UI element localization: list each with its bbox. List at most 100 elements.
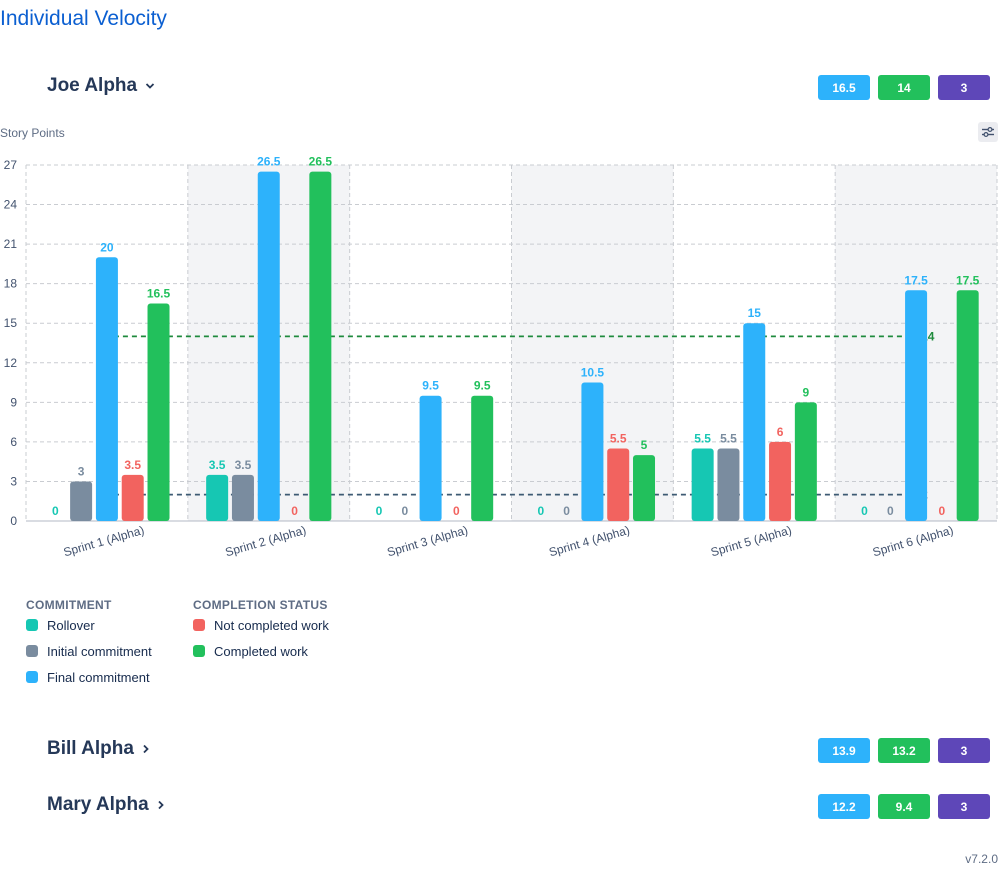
data-label: 0	[401, 504, 408, 518]
person-name: Bill Alpha	[47, 738, 134, 759]
person-toggle-bill[interactable]: Bill Alpha	[47, 738, 150, 760]
x-tick-label: Sprint 1 (Alpha)	[62, 523, 146, 559]
legend-swatch	[26, 619, 38, 631]
y-tick-label: 27	[4, 158, 18, 172]
chevron-right-icon	[143, 744, 149, 754]
bar	[206, 474, 229, 521]
bar	[743, 323, 766, 521]
person-row-mary: Mary Alpha 12.2 9.4 3	[0, 794, 998, 824]
x-tick-label: Sprint 4 (Alpha)	[547, 523, 631, 559]
data-label: 0	[453, 504, 460, 518]
person-name: Mary Alpha	[47, 794, 149, 815]
data-label: 20	[100, 240, 114, 254]
data-label: 0	[939, 504, 946, 518]
legend-item-completed-work[interactable]: Completed work	[193, 638, 329, 664]
legend-label: Final commitment	[47, 669, 150, 685]
y-tick-label: 21	[4, 237, 18, 251]
badge-average-completed: 14	[878, 75, 930, 100]
bar	[769, 441, 792, 521]
y-tick-label: 3	[10, 474, 17, 488]
badge-average-commitment: 16.5	[818, 75, 870, 100]
legend-label: Initial commitment	[47, 643, 152, 659]
data-label: 5.5	[720, 431, 737, 445]
data-label: 0	[887, 504, 894, 518]
y-tick-label: 18	[4, 277, 18, 291]
data-label: 9	[803, 385, 810, 399]
legend-swatch	[26, 671, 38, 683]
legend-item-final-commitment[interactable]: Final commitment	[26, 664, 152, 690]
y-tick-label: 24	[4, 198, 18, 212]
data-label: 0	[52, 504, 59, 518]
y-tick-label: 9	[10, 395, 17, 409]
page-title: Individual Velocity	[0, 7, 167, 30]
data-label: 3	[78, 464, 85, 478]
data-label: 3.5	[235, 458, 252, 472]
data-label: 16.5	[147, 286, 171, 300]
legend-item-rollover[interactable]: Rollover	[26, 612, 152, 638]
legend-label: Completed work	[214, 643, 308, 659]
chart-settings-button[interactable]	[978, 122, 998, 142]
badge-average-commitment: 13.9	[818, 738, 870, 763]
bar	[309, 171, 332, 521]
legend-completion-status: COMPLETION STATUS Not completed work Com…	[193, 598, 329, 664]
chevron-right-icon	[158, 800, 164, 810]
y-tick-label: 12	[4, 356, 18, 370]
y-tick-label: 15	[4, 316, 18, 330]
data-label: 17.5	[904, 273, 928, 287]
app-version: v7.2.0	[965, 852, 998, 866]
legend-item-initial-commitment[interactable]: Initial commitment	[26, 638, 152, 664]
bar	[70, 481, 93, 521]
legend-label: Rollover	[47, 617, 95, 633]
y-tick-label: 0	[10, 514, 17, 528]
legend-swatch	[26, 645, 38, 657]
bar	[121, 474, 144, 521]
data-label: 0	[563, 504, 570, 518]
person-name: Joe Alpha	[47, 75, 138, 96]
person-toggle-mary[interactable]: Mary Alpha	[47, 794, 165, 816]
badge-average-completed: 9.4	[878, 794, 930, 819]
data-label: 0	[291, 504, 298, 518]
bar	[607, 448, 630, 521]
bar	[471, 395, 494, 521]
data-label: 3.5	[124, 458, 141, 472]
bar	[905, 290, 928, 521]
data-label: 0	[376, 504, 383, 518]
data-label: 26.5	[257, 155, 281, 169]
badge-sprint-count: 3	[938, 738, 990, 763]
bar	[691, 448, 714, 521]
bar	[956, 290, 979, 521]
y-tick-label: 6	[10, 435, 17, 449]
data-label: 17.5	[956, 273, 980, 287]
legend-title: COMMITMENT	[26, 598, 112, 612]
legend-item-not-completed-work[interactable]: Not completed work	[193, 612, 329, 638]
bar	[95, 257, 118, 521]
legend-commitment: COMMITMENT Rollover Initial commitment F…	[26, 598, 152, 690]
badge-sprint-count: 3	[938, 794, 990, 819]
data-label: 26.5	[309, 155, 333, 169]
data-label: 10.5	[581, 366, 605, 380]
legend-title: COMPLETION STATUS	[193, 598, 328, 612]
badge-average-completed: 13.2	[878, 738, 930, 763]
sliders-icon	[982, 126, 994, 138]
legend-swatch	[193, 619, 205, 631]
badge-average-commitment: 12.2	[818, 794, 870, 819]
data-label: 3.5	[209, 458, 226, 472]
x-tick-label: Sprint 3 (Alpha)	[385, 523, 469, 559]
bar	[581, 382, 604, 521]
x-tick-label: Sprint 2 (Alpha)	[224, 523, 308, 559]
data-label: 6	[777, 425, 784, 439]
data-label: 5.5	[610, 431, 627, 445]
data-label: 5.5	[694, 431, 711, 445]
x-tick-label: Sprint 6 (Alpha)	[871, 523, 955, 559]
person-row-bill: Bill Alpha 13.9 13.2 3	[0, 738, 998, 768]
bar	[257, 171, 280, 521]
data-label: 15	[748, 306, 762, 320]
data-label: 0	[537, 504, 544, 518]
badge-sprint-count: 3	[938, 75, 990, 100]
bar	[147, 303, 170, 521]
person-toggle-joe[interactable]: Joe Alpha	[47, 75, 155, 97]
data-label: 9.5	[422, 379, 439, 393]
x-tick-label: Sprint 5 (Alpha)	[709, 523, 793, 559]
data-label: 0	[861, 504, 868, 518]
bar	[717, 448, 740, 521]
